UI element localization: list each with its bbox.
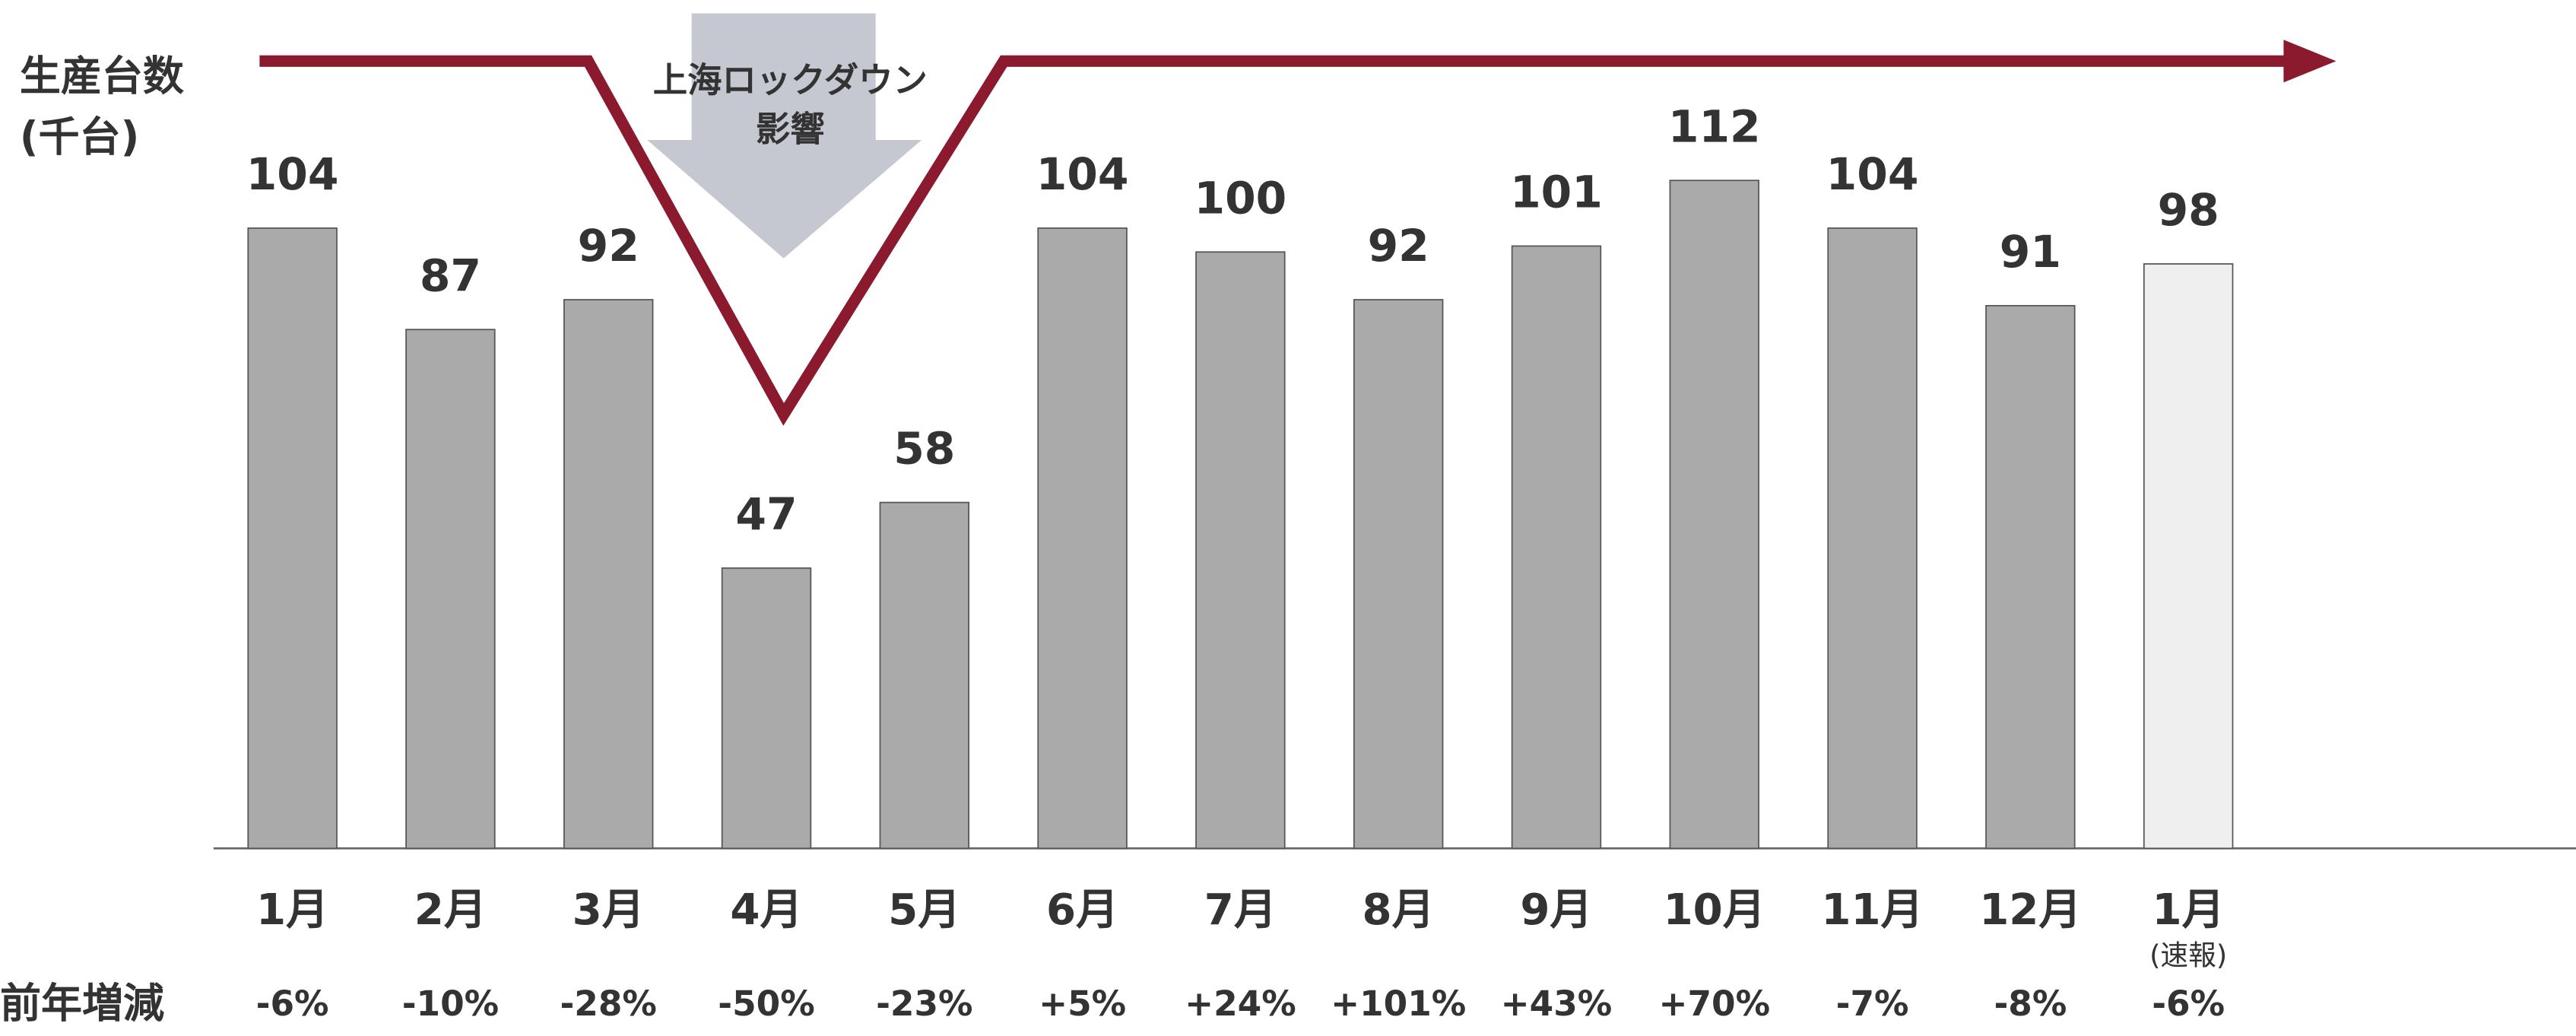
change-label: -6%: [2152, 984, 2225, 1024]
change-label: -8%: [1994, 984, 2067, 1024]
y-label: (千台): [20, 113, 139, 161]
x-tick-label: 1月: [256, 885, 328, 935]
bar: [2143, 263, 2234, 850]
x-tick-label: 4月: [730, 885, 802, 935]
x-tick-label: 8月: [1363, 885, 1435, 935]
value-label: 101: [1510, 167, 1603, 218]
bar: [1037, 227, 1128, 850]
bar: [1353, 299, 1444, 850]
change-label: +101%: [1331, 984, 1466, 1024]
x-tick-label: 12月: [1979, 885, 2081, 935]
x-tick-label: 2月: [414, 885, 487, 935]
trend-line: [259, 55, 2292, 426]
bar: [1511, 245, 1602, 850]
bar: [721, 567, 812, 850]
x-tick-label: 6月: [1046, 885, 1118, 935]
annotation: 影響: [756, 110, 825, 150]
bar: [1985, 304, 2076, 850]
change-label: -50%: [718, 984, 814, 1024]
y-label: 生産台数: [20, 52, 184, 100]
x-tick-label: 5月: [888, 885, 960, 935]
bar: [405, 329, 496, 850]
value-label: 104: [246, 148, 339, 200]
value-label: 92: [1368, 220, 1429, 272]
bar: [247, 227, 338, 850]
bar: [1827, 227, 1918, 850]
category-note: (速報): [2149, 939, 2227, 971]
change-label: +43%: [1501, 984, 1613, 1024]
trend-arrowhead: [2283, 40, 2336, 83]
value-label: 87: [420, 249, 481, 301]
impact-arrow: [647, 13, 922, 259]
change-row-label: 前年増減: [0, 979, 164, 1027]
value-label: 104: [1826, 148, 1919, 200]
change-label: -28%: [560, 984, 656, 1024]
bar: [1195, 251, 1286, 850]
x-tick-label: 10月: [1664, 885, 1765, 935]
value-label: 100: [1194, 172, 1286, 224]
bar: [563, 299, 654, 850]
x-tick-label: 7月: [1204, 885, 1277, 935]
x-tick-label: 3月: [573, 885, 645, 935]
value-label: 98: [2158, 184, 2219, 236]
change-label: +70%: [1658, 984, 1770, 1024]
change-label: +5%: [1039, 984, 1126, 1024]
bar: [879, 501, 969, 850]
x-tick-label: 11月: [1821, 885, 1923, 935]
value-label: 91: [2000, 226, 2061, 278]
change-label: +24%: [1185, 984, 1296, 1024]
value-label: 104: [1036, 148, 1129, 200]
value-label: 112: [1668, 100, 1761, 152]
value-label: 92: [578, 220, 639, 272]
change-label: -7%: [1836, 984, 1909, 1024]
value-label: 58: [893, 423, 955, 475]
bar: [1669, 180, 1759, 850]
x-tick-label: 1月: [2152, 885, 2225, 935]
value-label: 47: [735, 488, 797, 540]
change-label: -23%: [876, 984, 972, 1024]
x-tick-label: 9月: [1520, 885, 1592, 935]
annotation: 上海ロックダウン: [653, 60, 928, 100]
change-label: -10%: [402, 984, 499, 1024]
change-label: -6%: [256, 984, 329, 1024]
